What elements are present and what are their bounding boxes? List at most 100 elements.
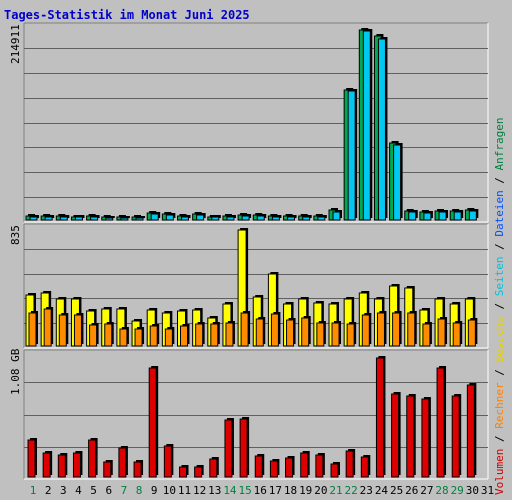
bar-rechner-13: [210, 323, 219, 347]
x-tick-label: 26: [405, 484, 418, 497]
bar-dateien-2: [44, 216, 53, 221]
bar-dateien-15: [241, 215, 250, 221]
legend-separator: /: [493, 236, 506, 257]
bar-volumen-15: [239, 418, 248, 478]
x-tick-label: 1: [30, 484, 37, 497]
bar-dateien-20: [317, 216, 326, 221]
bar-dateien-16: [256, 215, 265, 221]
bar-dateien-6-shadow: [107, 216, 115, 218]
x-tick-label: 23: [360, 484, 373, 497]
x-tick-label: 20: [314, 484, 327, 497]
bar-dateien-11: [181, 216, 189, 221]
bar-dateien-6: [105, 217, 114, 221]
bar-volumen-28: [436, 367, 445, 478]
bar-dateien-30: [468, 210, 477, 221]
x-tick-label: 14: [223, 484, 237, 497]
bar-rechner-19: [301, 317, 310, 347]
bar-rechner-22: [346, 323, 355, 347]
x-tick-label: 16: [254, 484, 267, 497]
bar-volumen-9: [148, 367, 157, 478]
bar-rechner-18: [286, 319, 295, 347]
bar-rechner-15: [240, 312, 249, 347]
bar-volumen-5: [88, 439, 97, 478]
bar-dateien-7: [120, 217, 129, 221]
x-tick-label: 4: [75, 484, 82, 497]
bar-dateien-12: [196, 214, 205, 221]
x-tick-label: 13: [208, 484, 221, 497]
bar-rechner-11: [180, 325, 188, 347]
legend-item-besuche: Besuche: [493, 316, 506, 363]
x-tick-label: 10: [163, 484, 176, 497]
x-tick-label: 24: [375, 484, 389, 497]
bar-rechner-12: [195, 323, 204, 347]
bar-rechner-26: [407, 312, 416, 347]
x-tick-label: 7: [121, 484, 128, 497]
bar-volumen-8: [133, 461, 142, 478]
bar-volumen-24: [375, 357, 384, 478]
bar-volumen-13: [209, 458, 218, 478]
bar-volumen-22: [345, 450, 354, 478]
bar-rechner-5: [89, 324, 98, 347]
bar-dateien-17: [271, 216, 280, 221]
x-tick-label: 22: [345, 484, 358, 497]
bar-rechner-8: [134, 328, 143, 347]
bar-dateien-21: [332, 211, 341, 221]
bar-rechner-28: [437, 318, 446, 347]
legend-item-rechner: Rechner: [493, 382, 506, 429]
x-tick-label: 15: [238, 484, 251, 497]
bar-dateien-8: [135, 217, 144, 221]
bar-dateien-26: [408, 211, 417, 221]
bar-rechner-14: [225, 322, 234, 347]
bar-dateien-28: [438, 211, 447, 221]
bar-rechner-20: [316, 322, 325, 347]
legend-separator: /: [493, 296, 506, 317]
bar-dateien-23: [362, 30, 371, 221]
x-tick-label: 28: [435, 484, 448, 497]
bar-volumen-12: [194, 466, 203, 478]
ymax-visits: 835: [9, 225, 22, 245]
bar-volumen-4: [72, 452, 81, 478]
bar-rechner-21: [331, 322, 340, 347]
bar-dateien-27: [423, 212, 432, 221]
panel-requests: [24, 23, 488, 222]
x-tick-label: 29: [451, 484, 464, 497]
bar-volumen-18: [285, 457, 294, 478]
bar-volumen-23: [360, 456, 369, 478]
bar-rechner-3: [58, 314, 67, 347]
bar-rechner-6: [104, 323, 113, 347]
legend-separator: /: [493, 428, 506, 449]
x-tick-label: 9: [151, 484, 158, 497]
x-tick-label: 8: [136, 484, 143, 497]
bar-volumen-25: [391, 393, 400, 478]
bar-volumen-11: [179, 466, 187, 478]
bar-dateien-4: [74, 216, 83, 221]
bar-rechner-29: [452, 322, 461, 347]
x-tick-label: 12: [193, 484, 206, 497]
bar-dateien-18: [287, 216, 296, 221]
bar-rechner-25: [392, 312, 401, 347]
legend-item-seiten: Seiten: [493, 256, 506, 297]
legend-item-dateien: Dateien: [493, 190, 506, 237]
bar-rechner-27: [422, 323, 431, 347]
bar-volumen-7: [118, 447, 127, 478]
bar-volumen-20: [315, 454, 324, 478]
x-tick-label: 31: [481, 484, 494, 497]
bar-dateien-3: [59, 216, 68, 221]
bar-volumen-30: [466, 384, 475, 478]
x-tick-label: 21: [329, 484, 342, 497]
bar-volumen-29: [451, 395, 460, 478]
bar-volumen-1: [27, 439, 36, 478]
bar-volumen-19: [300, 452, 309, 478]
bar-rechner-10: [164, 328, 173, 347]
bar-rechner-1: [28, 312, 37, 347]
bar-dateien-19: [302, 216, 311, 221]
x-tick-label: 11: [178, 484, 191, 497]
x-tick-label: 27: [420, 484, 433, 497]
bar-volumen-27: [421, 398, 430, 478]
x-tick-label: 2: [45, 484, 52, 497]
bar-dateien-24: [377, 38, 386, 221]
bar-dateien-1: [29, 216, 38, 221]
legend-item-volumen: Volumen: [493, 448, 506, 495]
bar-rechner-9: [149, 325, 158, 347]
